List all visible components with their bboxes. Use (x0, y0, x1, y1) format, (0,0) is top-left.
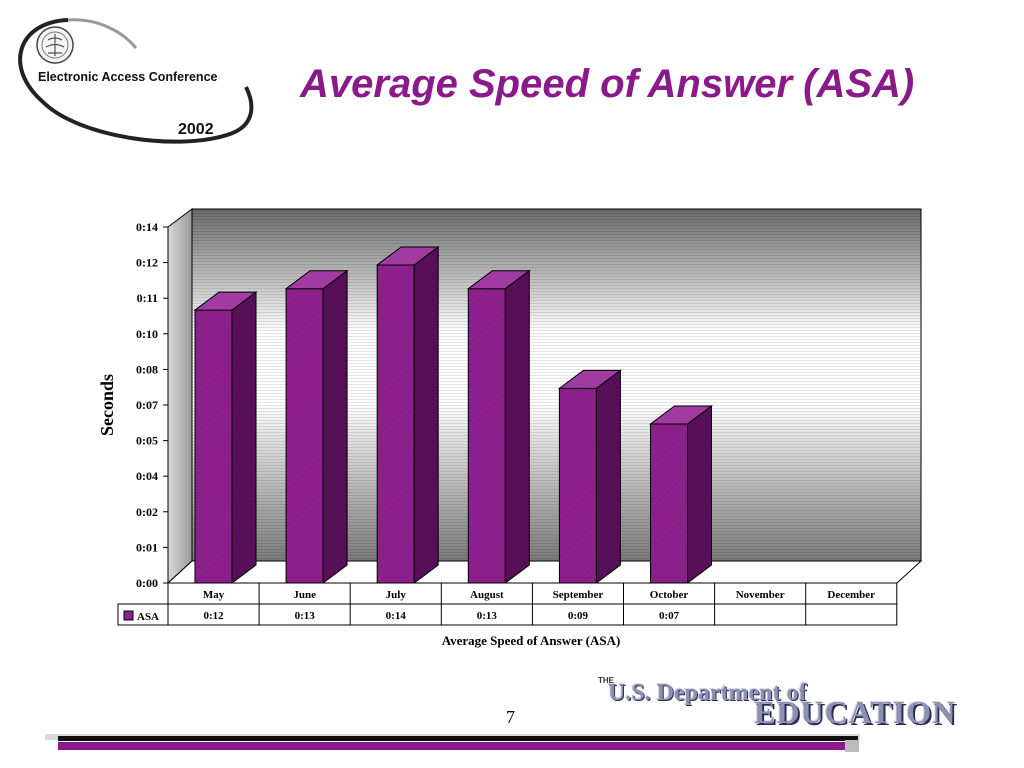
bar-august (466, 269, 531, 584)
data-label: 0:09 (568, 610, 589, 622)
y-tick-label: 0:00 (136, 576, 158, 590)
x-category-label: July (386, 589, 407, 601)
data-label: 0:13 (295, 610, 316, 622)
brand-education: EDUCATION (754, 694, 957, 730)
y-tick-label: 0:01 (136, 540, 158, 554)
data-label: 0:07 (659, 610, 680, 622)
chart-side-wall (167, 208, 193, 585)
y-tick-label: 0:14 (136, 220, 158, 234)
footer-bar (45, 734, 860, 752)
data-label: 0:13 (477, 610, 498, 622)
logo-text: Electronic Access Conference (38, 70, 218, 84)
bar-october (649, 404, 713, 584)
y-tick-label: 0:12 (136, 256, 158, 270)
bar-july (375, 245, 440, 584)
x-axis-title: Average Speed of Answer (ASA) (442, 633, 621, 648)
y-tick-label: 0:05 (136, 434, 158, 448)
data-label: 0:12 (203, 610, 224, 622)
bar-september (557, 369, 622, 584)
x-category-label: May (203, 589, 225, 601)
x-category-label: December (827, 589, 875, 601)
y-tick-label: 0:08 (136, 362, 158, 376)
conference-logo: Electronic Access Conference 2002 (18, 18, 254, 144)
x-category-label: October (650, 589, 689, 601)
page-number: 7 (506, 707, 515, 727)
bar-june (284, 269, 349, 584)
data-table: May 0:12 June 0:13 July 0:14 August 0:13 Septemb… (117, 582, 898, 626)
chart-back-wall-lines (192, 209, 921, 561)
data-label: 0:14 (386, 610, 407, 622)
y-tick-label: 0:11 (137, 291, 158, 305)
brand-the: THE (598, 676, 614, 685)
brand-department: U.S. Department of (608, 680, 807, 706)
x-category-label: November (736, 589, 785, 601)
logo-swoosh (18, 18, 254, 144)
slide-title: Average Speed of Answer (ASA) (300, 62, 915, 106)
y-tick-label: 0:04 (136, 469, 158, 483)
logo-swoosh-light (67, 18, 138, 49)
y-tick-label: 0:07 (136, 398, 158, 412)
x-category-label: June (293, 589, 316, 601)
x-category-label: August (470, 589, 504, 601)
bar-may (193, 291, 258, 584)
y-tick-label: 0:02 (136, 505, 158, 519)
bars (193, 245, 713, 584)
legend-series-name: ASA (137, 611, 159, 623)
y-axis-ticks: 0:00 0:01 0:02 0:04 0:05 0:07 0:08 0:10 0:11 0:12… (136, 220, 168, 590)
y-axis-title: Seconds (97, 374, 117, 436)
y-tick-label: 0:10 (136, 327, 158, 341)
chart-floor (166, 560, 923, 584)
x-category-label: September (553, 589, 604, 601)
logo-year: 2002 (178, 121, 214, 138)
legend-swatch (123, 610, 134, 621)
